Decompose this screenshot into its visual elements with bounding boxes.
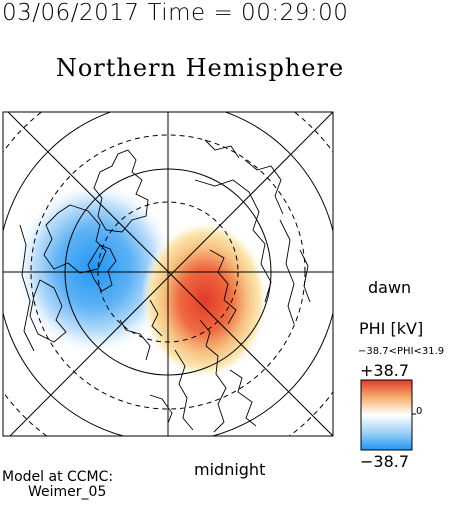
timestamp-header: 03/06/2017 Time = 00:29:00 bbox=[2, 0, 349, 26]
model-credit: Model at CCMC: bbox=[2, 469, 114, 485]
hemisphere-title: Northern Hemisphere bbox=[55, 54, 345, 82]
colorbar-mid-label: 0 bbox=[416, 406, 423, 417]
colorbar-title: PHI [kV] bbox=[359, 319, 424, 338]
colorbar-min-label: −38.7 bbox=[360, 452, 410, 471]
dawn-label: dawn bbox=[368, 278, 412, 297]
colorbar-range: −38.7<PHI<31.9 bbox=[358, 346, 445, 357]
positive-potential-cell bbox=[141, 220, 269, 380]
colorbar bbox=[360, 379, 413, 451]
coastlines bbox=[19, 139, 311, 433]
colorbar-max-label: +38.7 bbox=[360, 361, 410, 380]
model-name: Weimer_05 bbox=[28, 484, 107, 500]
midnight-label: midnight bbox=[194, 460, 266, 479]
negative-potential-cell bbox=[13, 180, 177, 356]
